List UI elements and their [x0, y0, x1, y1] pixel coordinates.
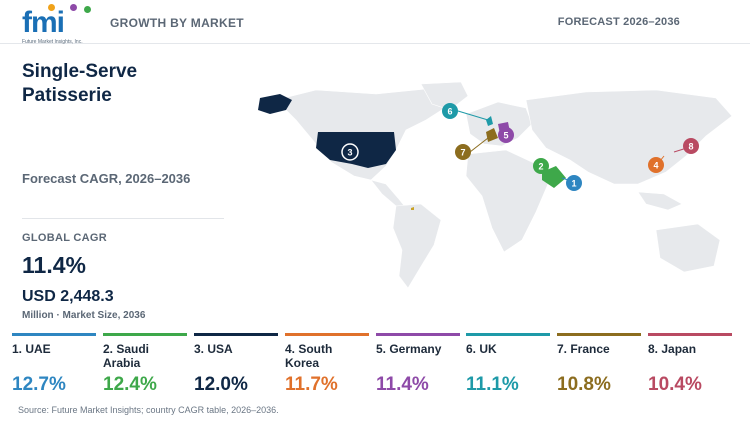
marker-saudi-arabia-rank: 2	[538, 162, 543, 172]
land-asia	[525, 89, 733, 185]
logo-text: fmi	[22, 6, 65, 39]
global-cagr-value: 11.4%	[22, 252, 86, 278]
country-name: 3. USA	[194, 342, 233, 356]
country-cagr: 12.7%	[12, 374, 66, 395]
market-size-note: Million · Market Size, 2036	[22, 310, 146, 321]
country-name: 2. Saudi Arabia	[103, 342, 150, 370]
country-card-uae[interactable]: 1. UAE 12.7%	[12, 333, 96, 403]
country-cagr: 10.8%	[557, 374, 611, 395]
france-connector	[469, 137, 489, 153]
country-card-uk[interactable]: 6. UK 11.1%	[466, 333, 550, 403]
marker-uae-rank: 1	[571, 179, 576, 189]
header-forecast-label: FORECAST 2026–2036	[557, 16, 680, 28]
land-central-america	[370, 179, 407, 209]
marker-uk-rank: 6	[447, 107, 452, 117]
marker-south-korea[interactable]: 4	[648, 157, 664, 173]
land-africa	[465, 149, 549, 253]
country-cagr: 10.4%	[648, 374, 702, 395]
marker-usa-rank: 3	[347, 148, 352, 158]
country-color-bar	[194, 333, 278, 336]
report-title: Single-Serve Patisserie	[22, 61, 138, 106]
country-color-bar	[648, 333, 732, 336]
country-color-bar	[557, 333, 641, 336]
land-greenland	[420, 81, 469, 111]
saudi-arabia-shape[interactable]	[542, 166, 566, 188]
marker-saudi-arabia[interactable]: 2	[533, 158, 549, 174]
logo-dot-orange	[48, 4, 55, 11]
header: fmi Future Market Insights, Inc. GROWTH …	[0, 0, 750, 45]
country-color-bar	[285, 333, 369, 336]
country-name: 5. Germany	[376, 342, 442, 356]
marker-japan[interactable]: 8	[683, 138, 699, 154]
fmi-logo[interactable]: fmi Future Market Insights, Inc.	[22, 4, 92, 45]
country-name: 7. France	[557, 342, 610, 356]
logo-dot-green	[84, 6, 91, 13]
country-name: 1. UAE	[12, 342, 51, 356]
country-ranking-row: 1. UAE 12.7% 2. Saudi Arabia 12.4% 3. US…	[12, 333, 740, 403]
logo-subtitle: Future Market Insights, Inc.	[22, 39, 83, 45]
country-name: 4. South Korea	[285, 342, 333, 370]
marker-germany[interactable]: 5	[498, 127, 514, 143]
country-cagr: 11.1%	[466, 374, 519, 395]
report-subtitle: Forecast CAGR, 2026–2036	[22, 171, 191, 186]
marker-germany-rank: 5	[503, 131, 508, 141]
land-southeast-asia	[637, 191, 683, 211]
uk-shape[interactable]	[486, 116, 493, 126]
country-cagr: 12.4%	[103, 374, 157, 395]
marker-france-rank: 7	[460, 148, 465, 158]
uk-connector	[457, 110, 489, 121]
marker-japan-rank: 8	[688, 142, 693, 152]
global-cagr-label: GLOBAL CAGR	[22, 232, 107, 244]
country-card-japan[interactable]: 8. Japan 10.4%	[648, 333, 732, 403]
world-map-landmasses	[275, 81, 733, 289]
country-cagr: 11.4%	[376, 374, 429, 395]
land-south-america	[392, 203, 442, 289]
world-map: 3 6 5 7 2 1 4 8	[258, 81, 733, 289]
country-cagr: 12.0%	[194, 374, 248, 395]
header-section-label: GROWTH BY MARKET	[110, 16, 244, 30]
country-name: 8. Japan	[648, 342, 697, 356]
country-name: 6. UK	[466, 342, 497, 356]
country-card-germany[interactable]: 5. Germany 11.4%	[376, 333, 460, 403]
country-color-bar	[12, 333, 96, 336]
country-card-south-korea[interactable]: 4. South Korea 11.7%	[285, 333, 369, 403]
country-color-bar	[376, 333, 460, 336]
marker-france[interactable]: 7	[455, 144, 471, 160]
country-cagr: 11.7%	[285, 374, 338, 395]
france-shape[interactable]	[486, 128, 498, 142]
caribbean-dot	[411, 207, 414, 210]
source-note: Source: Future Market Insights; country …	[18, 405, 279, 415]
summary-divider	[22, 218, 224, 219]
marker-usa[interactable]: 3	[341, 143, 359, 161]
marker-south-korea-rank: 4	[653, 161, 658, 171]
country-card-saudi-arabia[interactable]: 2. Saudi Arabia 12.4%	[103, 333, 187, 403]
land-australia	[655, 223, 721, 273]
logo-dot-purple	[70, 4, 77, 11]
marker-uk[interactable]: 6	[442, 103, 458, 119]
country-color-bar	[466, 333, 550, 336]
country-card-france[interactable]: 7. France 10.8%	[557, 333, 641, 403]
market-size-value: USD 2,448.3	[22, 288, 114, 305]
marker-uae[interactable]: 1	[566, 175, 582, 191]
country-card-usa[interactable]: 3. USA 12.0%	[194, 333, 278, 403]
country-color-bar	[103, 333, 187, 336]
alaska-shape	[258, 94, 292, 114]
